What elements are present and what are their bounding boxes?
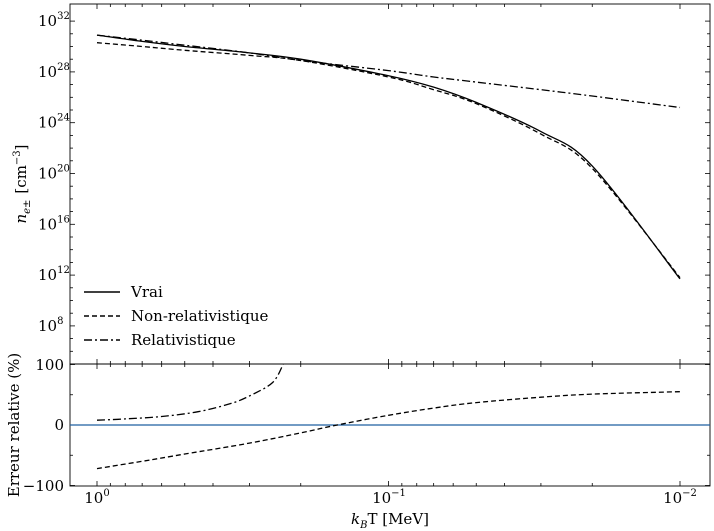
y-tick-label: 1028	[38, 62, 70, 81]
bottom-series-lines	[70, 364, 710, 470]
error-line-relativistique	[96, 364, 284, 421]
legend-label: Non-relativistique	[131, 307, 269, 325]
error-line-non-relativistique	[96, 391, 681, 470]
x-tick-label-1e-1: 10−1	[372, 488, 406, 507]
top-y-tick-labels: 108 1012 1016 1020 1024 1028 1032	[38, 11, 70, 335]
top-series-lines	[96, 34, 681, 280]
y-tick-label: 1012	[38, 265, 70, 284]
y-tick-label-0: 0	[54, 416, 64, 434]
legend-label: Relativistique	[131, 331, 236, 349]
series-line-non-relativistique	[96, 42, 681, 279]
x-tick-label-1e0: 100	[84, 488, 109, 507]
y-tick-label: 1020	[38, 164, 70, 183]
y-tick-label: 1016	[38, 214, 70, 233]
legend-entry-vrai: Vrai	[84, 283, 163, 301]
y-tick-label-100: 100	[35, 356, 64, 374]
y-tick-label-minus-100: −100	[23, 477, 64, 495]
legend: Vrai Non-relativistique Relativistique	[84, 283, 269, 349]
relative-error-panel: 100 0 −100 100 10−1 10−2 kBT [MeV] Erreu…	[5, 353, 711, 531]
series-line-vrai	[96, 34, 681, 280]
x-axis-label: kBT [MeV]	[351, 510, 429, 531]
bottom-y-axis-label: Erreur relative (%)	[5, 353, 23, 497]
y-tick-label: 1032	[38, 11, 70, 30]
legend-entry-relativistique: Relativistique	[84, 331, 236, 349]
y-tick-label: 108	[38, 316, 63, 335]
legend-label: Vrai	[130, 283, 163, 301]
series-line-relativistique	[96, 34, 681, 109]
y-tick-label: 1024	[38, 113, 70, 132]
density-panel: 108 1012 1016 1020 1024 1028 1032 ne±[cm−3] Vr…	[12, 3, 711, 365]
top-y-axis-label: ne±[cm−3]	[12, 144, 33, 223]
top-ticks	[70, 4, 710, 364]
legend-entry-non-relativistique: Non-relativistique	[84, 307, 269, 325]
x-tick-label-1e-2: 10−2	[663, 488, 697, 507]
